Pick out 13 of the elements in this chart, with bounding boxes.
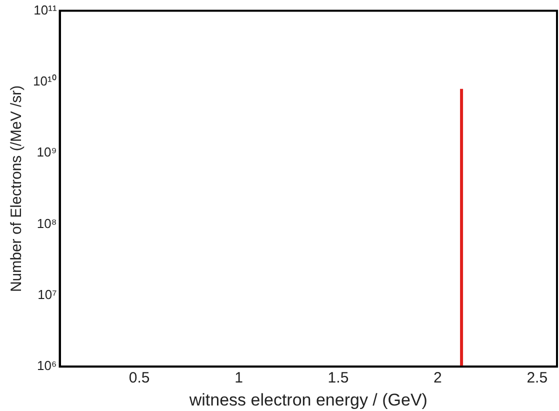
y-tick-label: 10¹⁰ [32, 74, 57, 89]
x-tick-label: 1 [234, 370, 243, 387]
x-tick-label: 1.5 [328, 370, 349, 387]
y-tick-label: 10⁹ [36, 144, 57, 160]
y-tick-label: 10⁸ [36, 216, 57, 231]
x-tick-label: 0.5 [128, 370, 150, 387]
y-tick-label: 10⁷ [38, 287, 58, 302]
x-tick-label: 2 [433, 370, 442, 387]
y-axis-title: Number of Electrons (/MeV /sr) [8, 85, 26, 292]
y-tick-label: 10¹¹ [34, 2, 58, 18]
x-axis-title: witness electron energy / (GeV) [188, 390, 428, 410]
y-tick-label: 10⁶ [36, 358, 57, 374]
x-tick-label: 2.5 [526, 370, 548, 387]
